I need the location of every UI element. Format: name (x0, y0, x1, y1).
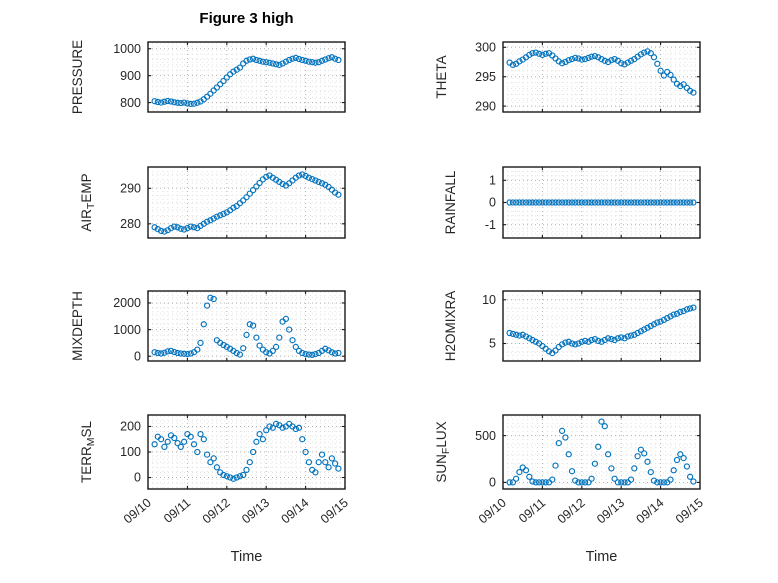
subplot-terr-msl: 0 100 200 09/10 09/11 09/12 09/13 09/14 09/15 TER… (79, 414, 351, 527)
y-tick-label: 200 (120, 420, 141, 434)
x-tick-label: 09/12 (555, 496, 588, 527)
y-tick-label: 1000 (113, 42, 141, 56)
minor-grid (503, 290, 700, 362)
y-tick-label: 2000 (113, 296, 141, 310)
x-tick-label: 09/14 (279, 496, 312, 527)
axis-ticks (502, 291, 701, 361)
axes-box (147, 41, 346, 113)
y-tick-label: 0 (134, 349, 141, 363)
subplot-theta: 290 295 300 THETA (434, 40, 701, 113)
axis-ticks (147, 415, 346, 489)
y-tick-label: 280 (120, 217, 141, 231)
y-tick-label: 290 (475, 99, 496, 113)
major-grid (147, 42, 346, 112)
major-grid (502, 291, 701, 361)
figure-title: Figure 3 high (199, 10, 294, 27)
x-tick-label: 09/12 (200, 496, 233, 527)
subplot-sun-flux: 0 500 09/10 09/11 09/12 09/13 09/14 09/15 SUNFLU… (434, 414, 706, 527)
subplot-pressure: 800 900 1000 PRESSURE (70, 40, 346, 114)
y-tick-labels: 290 295 300 (475, 40, 496, 113)
y-tick-labels: -1 0 1 (485, 174, 496, 232)
series-markers (151, 54, 342, 108)
x-tick-label: 09/15 (673, 496, 706, 527)
axis-ticks (147, 167, 346, 238)
axis-ticks (502, 42, 701, 112)
y-tick-label: 290 (120, 182, 141, 196)
minor-grid (503, 166, 700, 239)
y-tick-labels: 280 290 (120, 182, 141, 232)
series-markers (506, 199, 697, 206)
y-axis-label: RAINFALL (443, 170, 458, 234)
minor-grid (148, 42, 345, 112)
minor-grid (503, 415, 700, 489)
y-tick-labels: 800 900 1000 (113, 42, 141, 110)
subplot-h2omixra: 5 10 H2OMIXRA (443, 290, 701, 362)
y-tick-labels: 0 100 200 (120, 420, 141, 485)
series-markers (506, 48, 697, 96)
axes-box (147, 166, 346, 239)
y-axis-label: MIXDEPTH (70, 291, 85, 361)
x-tick-label: 09/10 (476, 496, 509, 527)
major-grid (502, 415, 701, 489)
axis-ticks (502, 167, 701, 238)
y-axis-label: SUNFLUX (434, 421, 452, 482)
x-tick-label: 09/14 (634, 496, 667, 527)
series-markers (506, 418, 697, 486)
y-tick-label: 800 (120, 96, 141, 110)
series-markers (151, 420, 342, 482)
y-tick-label: 900 (120, 69, 141, 83)
y-tick-label: 0 (134, 471, 141, 485)
x-tick-label: 09/13 (594, 496, 627, 527)
subplot-air-temp: 280 290 AIRTEMP (79, 166, 346, 239)
y-axis-label: AIRTEMP (79, 173, 97, 231)
y-axis-label: THETA (434, 55, 449, 98)
y-tick-label: 500 (475, 429, 496, 443)
x-axis-label-right: Time (585, 549, 618, 565)
y-tick-labels: 5 10 (482, 293, 496, 351)
y-tick-labels: 0 500 (475, 429, 496, 490)
axes-box (502, 290, 701, 362)
axis-ticks (502, 415, 701, 489)
major-grid (502, 167, 701, 238)
major-grid (502, 42, 701, 112)
y-tick-label: 0 (489, 476, 496, 490)
y-tick-label: 300 (475, 40, 496, 54)
axis-ticks (147, 291, 346, 361)
x-axis-label-left: Time (230, 549, 263, 565)
x-tick-label: 09/10 (121, 496, 154, 527)
x-tick-label: 09/11 (161, 496, 193, 526)
y-tick-label: 1 (489, 174, 496, 188)
x-tick-labels: 09/10 09/11 09/12 09/13 09/14 09/15 (476, 496, 706, 527)
major-grid (147, 167, 346, 238)
subplot-mixdepth: 0 1000 2000 MIXDEPTH (70, 290, 346, 363)
y-axis-label: PRESSURE (70, 40, 85, 114)
x-tick-label: 09/11 (516, 496, 548, 526)
x-tick-labels: 09/10 09/11 09/12 09/13 09/14 09/15 (121, 496, 351, 527)
y-tick-label: 10 (482, 293, 496, 307)
y-tick-label: 0 (489, 196, 496, 210)
axes-box (147, 290, 346, 362)
y-tick-label: 100 (120, 445, 141, 459)
y-tick-label: 5 (489, 337, 496, 351)
x-tick-label: 09/15 (318, 496, 351, 527)
y-axis-label: H2OMIXRA (443, 291, 458, 362)
series-markers (151, 171, 342, 235)
y-axis-label: TERRMSL (79, 421, 97, 484)
minor-grid (148, 291, 345, 361)
major-grid (147, 415, 346, 489)
y-tick-labels: 0 1000 2000 (113, 296, 141, 363)
series-markers (506, 304, 697, 357)
y-tick-label: 295 (475, 70, 496, 84)
axes-box (502, 414, 701, 490)
y-tick-label: 1000 (113, 323, 141, 337)
axis-ticks (147, 42, 346, 112)
y-tick-label: -1 (485, 218, 496, 232)
axes-box (147, 414, 346, 490)
x-tick-label: 09/13 (239, 496, 272, 527)
series-markers (151, 294, 342, 359)
minor-grid (148, 415, 345, 489)
subplot-rainfall: -1 0 1 RAINFALL (443, 166, 701, 239)
